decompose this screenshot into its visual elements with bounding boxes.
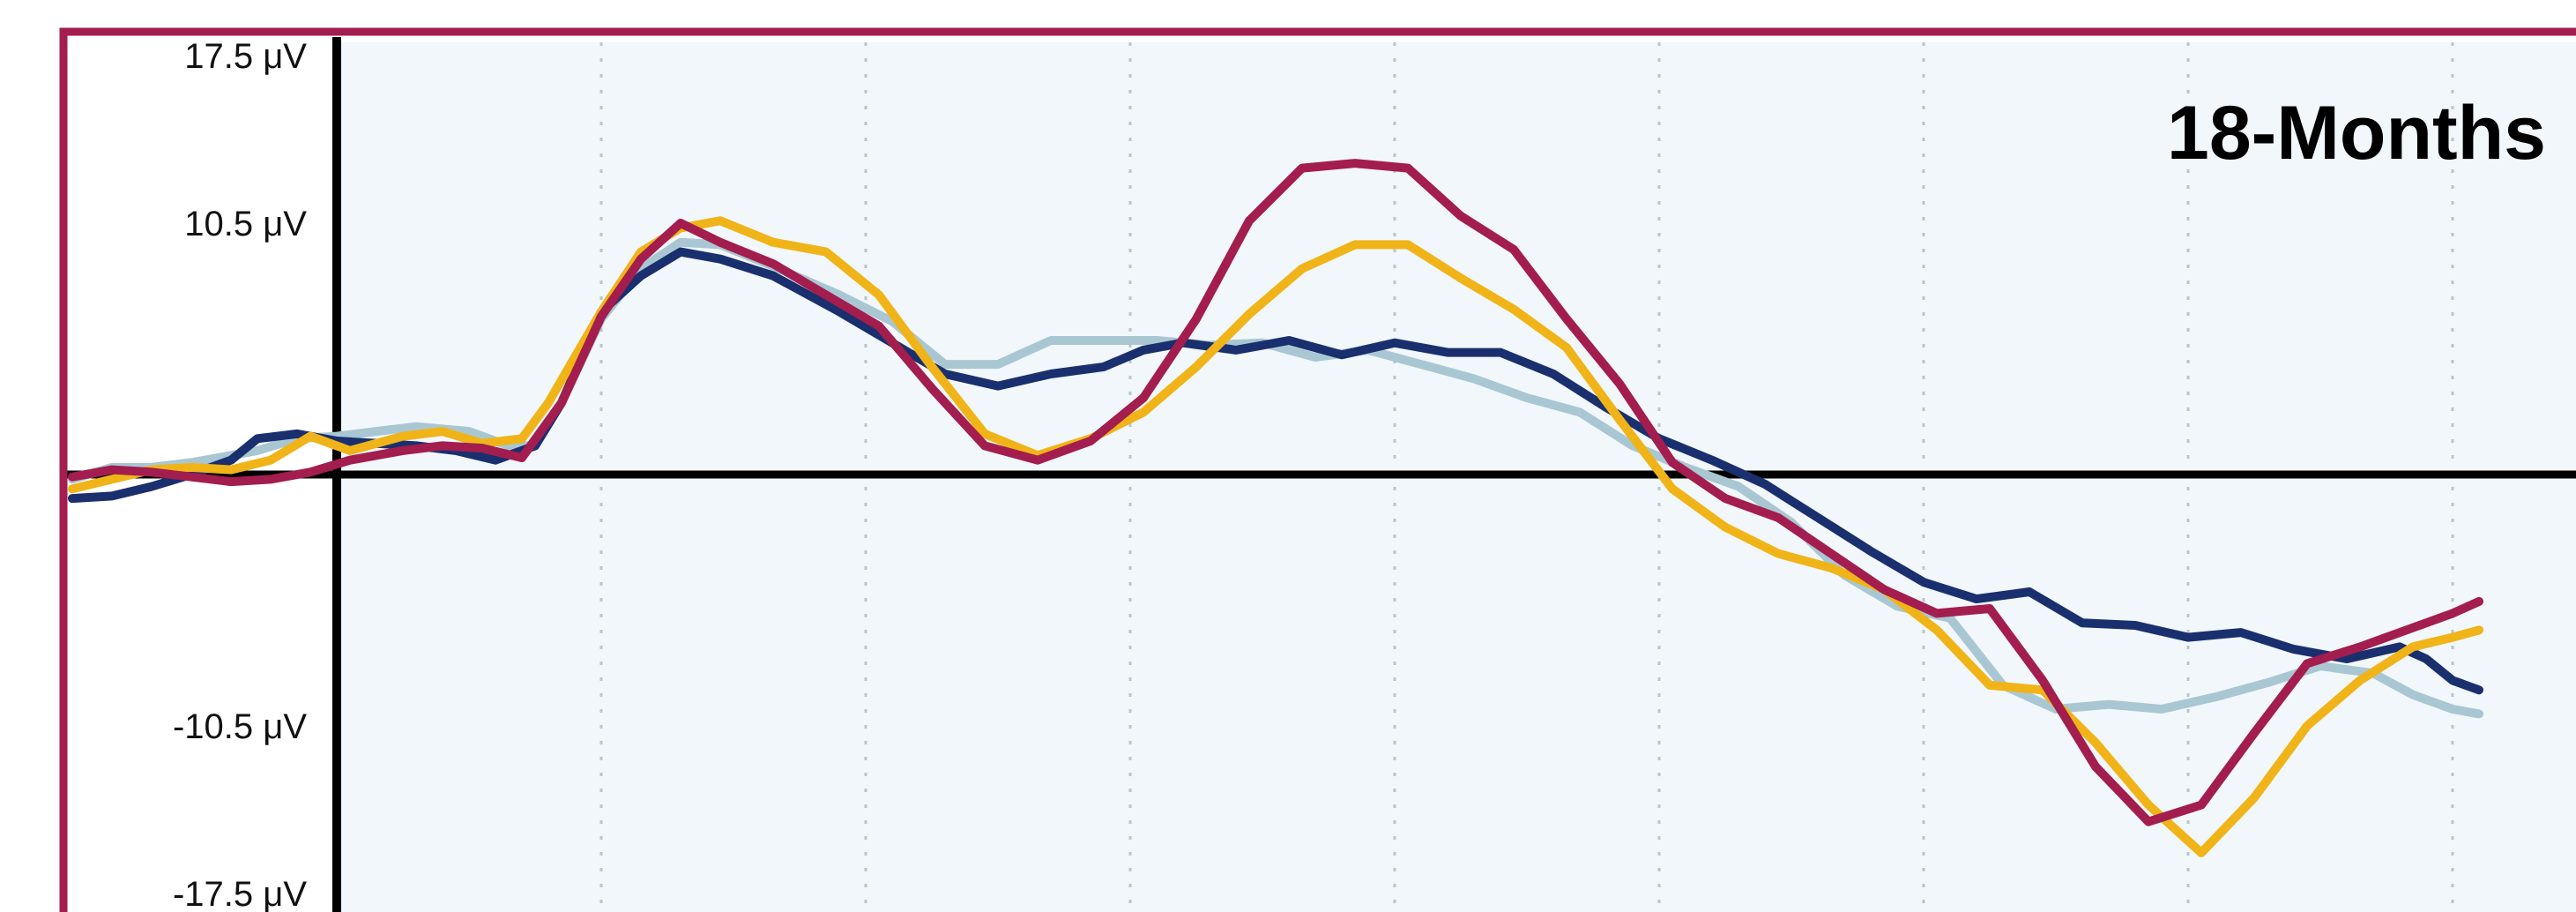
- chart-frame: [59, 27, 2576, 912]
- y-tick-label: -17.5 μV: [173, 875, 307, 912]
- y-tick-label: 10.5 μV: [184, 205, 307, 243]
- grid-lines: [599, 42, 2454, 912]
- y-tick-label: -10.5 μV: [173, 707, 307, 746]
- y-tick-labels: 17.5 μV 10.5 μV -10.5 μV -17.5 μV: [173, 37, 307, 912]
- series-lines: [68, 159, 2483, 857]
- series-line-3: [68, 216, 2483, 857]
- series-line-4: [68, 159, 2483, 826]
- y-tick-label: 17.5 μV: [184, 37, 307, 76]
- chart-title: 18-Months: [2167, 91, 2546, 176]
